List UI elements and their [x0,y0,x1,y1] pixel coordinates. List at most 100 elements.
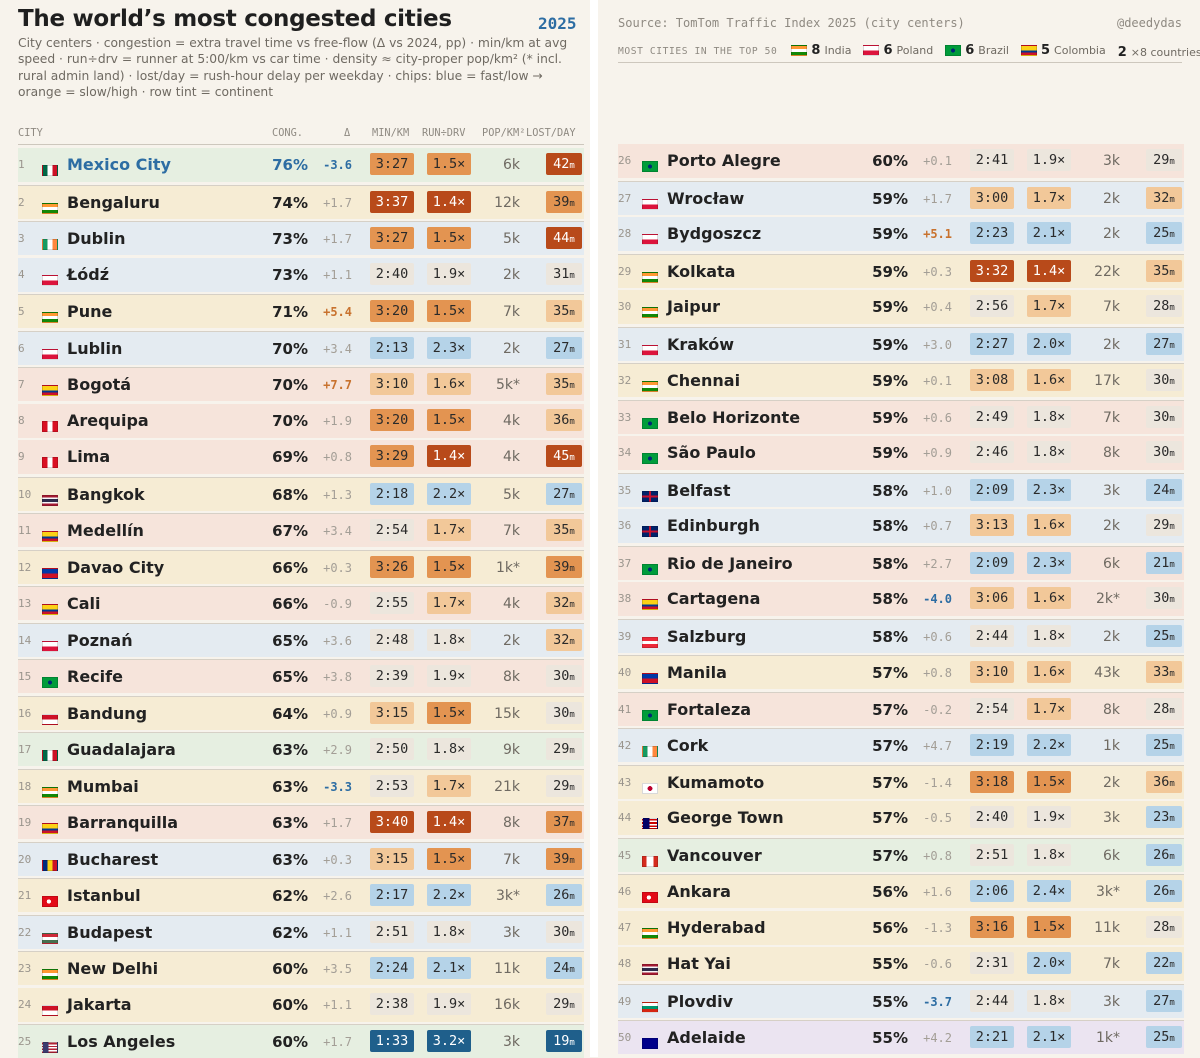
lost-day-value: 21 [1153,554,1170,571]
density-value: 7k [1102,409,1120,426]
lost-day-value: 30 [553,704,570,721]
table-row: 16 Bandung 64% +0.9 3:15 1.5× 15k 30m [18,695,584,730]
city-name: Vancouver [667,845,762,865]
delta-value: +0.8 [323,450,352,464]
congestion-value: 70% [272,339,308,358]
city-name: Kolkata [667,261,736,281]
flag-ca-icon [642,855,658,867]
lost-day-value: 25 [1153,225,1170,241]
lost-day-value: 27 [1153,992,1170,1009]
run-drv-chip: 1.4× [427,445,471,467]
density-value: 7k [1102,956,1120,972]
min-km-chip: 3:08 [970,369,1014,391]
most-cities-country: Brazil [978,43,1009,57]
table-row: 2 Bengaluru 74% +1.7 3:37 1.4× 12k 39m [18,184,584,219]
flag-in-icon [642,307,658,318]
table-row: 34 São Paulo 59% +0.9 2:46 1.8× 8k 30m [618,436,1184,471]
header-run-drv: RUN÷DRV [422,127,466,139]
congestion-value: 70% [272,411,308,430]
lost-day-unit: m [1169,923,1175,934]
run-drv-chip: 2.2× [1027,734,1071,756]
delta-value: +3.5 [323,962,352,976]
delta-value: +1.1 [323,925,352,940]
most-cities-count: 8 [811,42,821,58]
flag-cell [42,307,58,326]
city-name: Istanbul [67,886,141,905]
delta-value: +0.8 [923,848,952,863]
delta-value: +5.1 [923,227,952,241]
most-cities-country: Poland [896,43,934,57]
flag-co-icon [42,823,58,834]
flag-cell [642,1033,658,1052]
rank-number: 4 [18,267,25,281]
delta-value: -0.6 [923,957,952,971]
delta-value: +1.7 [323,195,352,210]
lost-day-unit: m [1169,888,1175,898]
lost-day-unit: m [569,381,575,391]
city-name: Salzburg [667,626,747,646]
min-km-chip: 3:29 [370,445,414,467]
source-note: Source: TomTom Traffic Index 2025 (city … [618,16,965,30]
flag-pe-icon [42,420,58,432]
lost-day-chip: 30m [546,665,582,687]
flag-ph-icon [642,673,658,684]
density-value: 1k* [495,559,520,576]
run-drv-chip: 1.8× [1027,989,1071,1012]
flag-co-icon [1020,44,1037,56]
density-value: 3k [502,924,520,941]
flag-cell [42,270,58,289]
rank-number: 31 [618,337,632,351]
run-drv-chip: 2.1× [427,957,471,979]
rank-number: 16 [18,706,32,720]
flag-in-icon [42,312,58,323]
lost-day-unit: m [1169,705,1175,716]
table-row: 28 Bydgoszcz 59% +5.1 2:23 2.1× 2k 25m [618,217,1184,252]
rank-number: 3 [18,232,25,245]
lost-day-value: 22 [1153,955,1170,971]
table-row: 43 Kumamoto 57% -1.4 3:18 1.5× 2k 36m [618,764,1184,799]
lost-day-value: 19 [553,1033,570,1049]
table-row: 31 Kraków 59% +3.0 2:27 2.0× 2k 27m [618,326,1184,361]
delta-value: -0.5 [923,811,952,825]
density-value: 8k [1102,701,1120,718]
table-row: 44 George Town 57% -0.5 2:40 1.9× 3k 23m [618,801,1184,836]
lost-day-chip: 30m [1146,369,1182,391]
min-km-chip: 3:27 [370,227,414,249]
flag-br-icon [642,417,658,429]
density-value: 43k [1094,665,1120,681]
lost-day-chip: 35m [546,519,582,541]
flag-pl-icon [863,44,880,56]
table-row: 17 Guadalajara 63% +2.9 2:50 1.8× 9k 29m [18,732,584,767]
lost-day-chip: 35m [546,300,582,322]
city-name: New Delhi [67,959,159,978]
lost-day-unit: m [1169,742,1175,752]
lost-day-unit: m [1169,267,1175,278]
delta-value: +2.7 [923,556,952,571]
run-drv-chip: 1.7× [1027,697,1071,720]
run-drv-chip: 1.5× [427,153,471,175]
flag-in-icon [791,44,808,56]
min-km-chip: 2:41 [970,149,1014,171]
lost-day-value: 25 [1153,1029,1170,1045]
lost-day-unit: m [569,636,575,647]
lost-day-unit: m [569,782,575,793]
lost-day-unit: m [569,746,575,756]
min-km-chip: 3:20 [370,300,414,322]
min-km-chip: 2:24 [370,957,414,979]
flag-cell [42,818,58,837]
lost-day-chip: 23m [1146,806,1182,828]
most-cities-item: 8 India [791,43,851,58]
lost-day-chip: 29m [546,992,582,1015]
flag-pl-icon [42,274,58,286]
congestion-value: 62% [272,887,308,905]
congestion-value: 65% [272,631,308,650]
run-drv-chip: 1.6× [1027,514,1071,536]
rank-number: 32 [618,374,632,387]
lost-day-chip: 33m [1146,661,1182,683]
most-cities-line: MOST CITIES IN THE TOP 50 8 India 6 Poland 6… [618,40,1200,63]
rank-number: 50 [618,1031,632,1044]
density-value: 17k [1094,373,1120,389]
delta-value: +4.7 [923,739,952,753]
lost-day-unit: m [1169,669,1175,679]
run-drv-chip: 1.5× [427,701,471,724]
